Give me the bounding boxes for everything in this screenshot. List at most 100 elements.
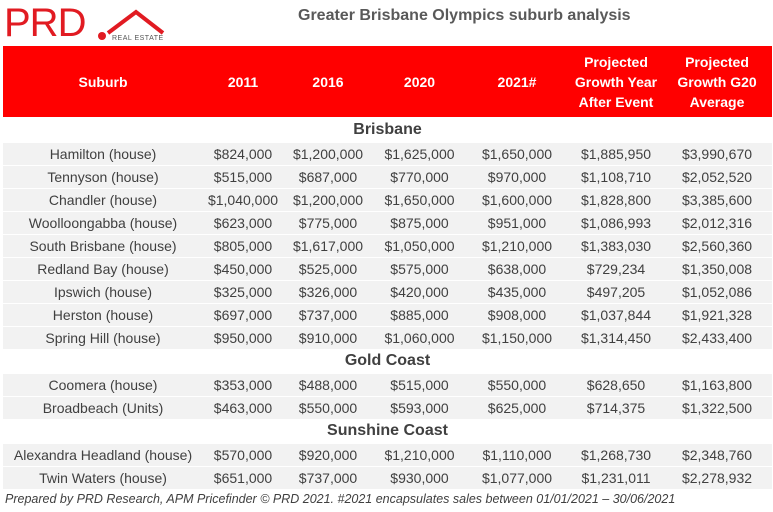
cell-2011: $824,000 [213, 146, 273, 162]
logo-dot [98, 32, 106, 40]
column-header-suburb: Suburb [78, 73, 128, 90]
table-row: Redland Bay (house) $450,000 $525,000 $575,… [3, 257, 772, 280]
cell-2016: $1,617,000 [292, 238, 364, 254]
cell-suburb: Twin Waters (house) [39, 470, 167, 486]
cell-2020: $1,625,000 [384, 146, 455, 162]
cell-2020: $1,060,000 [384, 330, 455, 346]
cell-suburb: Spring Hill (house) [45, 330, 161, 346]
cell-2021: $970,000 [487, 169, 547, 185]
cell-2016: $550,000 [298, 400, 358, 416]
cell-2011: $651,000 [213, 470, 273, 486]
cell-suburb: Chandler (house) [48, 192, 158, 208]
table-header: Suburb 2011 2016 2020 2021# Projected Gr… [3, 46, 772, 117]
cell-2016: $775,000 [298, 215, 358, 231]
cell-suburb: Broadbeach (Units) [42, 400, 164, 416]
cell-suburb: Woolloongabba (house) [28, 215, 178, 231]
cell-2011: $623,000 [213, 215, 273, 231]
cell-growth-after-event: $1,383,030 [580, 238, 652, 254]
logo-subtext: REAL ESTATE [112, 35, 164, 42]
column-header-2011: 2011 [227, 73, 259, 90]
cell-growth-g20: $3,990,670 [681, 146, 753, 162]
cell-2020: $420,000 [390, 284, 449, 300]
page-header: PRD REAL ESTATE Greater Brisbane Olympic… [0, 0, 773, 46]
column-header-2016: 2016 [312, 73, 344, 90]
cell-2011: $697,000 [213, 307, 273, 323]
cell-2021: $1,650,000 [481, 146, 553, 162]
table-row: Chandler (house) $1,040,000 $1,200,000 $1,6… [3, 188, 772, 211]
table-row: Tennyson (house) $515,000 $687,000 $770,000… [3, 165, 772, 188]
cell-2011: $1,040,000 [207, 192, 279, 208]
cell-2016: $687,000 [298, 169, 358, 185]
column-header-2020: 2020 [403, 73, 436, 90]
table-row: Spring Hill (house) $950,000 $910,000 $1,06… [3, 326, 772, 349]
cell-growth-g20: $1,163,800 [681, 377, 753, 393]
cell-2021: $1,110,000 [482, 447, 552, 463]
table-row: South Brisbane (house) $805,000 $1,617,000… [3, 234, 772, 257]
footer-note: Prepared by PRD Research, APM Pricefinde… [5, 492, 676, 506]
cell-growth-g20: $3,385,600 [681, 192, 753, 208]
column-header-2021: 2021# [497, 73, 537, 90]
cell-2011: $450,000 [213, 261, 273, 277]
logo-text: PRD [4, 1, 86, 45]
cell-2011: $950,000 [213, 330, 273, 346]
cell-2016: $910,000 [298, 330, 358, 346]
cell-2020: $593,000 [390, 400, 449, 416]
cell-growth-after-event: $1,885,950 [580, 146, 652, 162]
cell-growth-after-event: $1,108,710 [580, 169, 652, 185]
cell-growth-g20: $1,052,086 [681, 284, 753, 300]
cell-growth-g20: $1,921,328 [681, 307, 753, 323]
cell-2011: $515,000 [213, 169, 273, 185]
cell-suburb: Ipswich (house) [53, 284, 153, 300]
table-row: Hamilton (house) $824,000 $1,200,000 $1,625… [3, 142, 772, 165]
cell-2016: $1,200,000 [292, 192, 364, 208]
section-heading: Brisbane [353, 121, 422, 138]
table-row: Twin Waters (house) $651,000 $737,000 $930,… [3, 466, 772, 489]
cell-2021: $625,000 [487, 400, 547, 416]
cell-2021: $1,077,000 [481, 470, 553, 486]
cell-2011: $325,000 [213, 284, 273, 300]
cell-2021: $638,000 [487, 261, 547, 277]
cell-2011: $805,000 [213, 238, 273, 254]
cell-growth-g20: $2,012,316 [681, 215, 753, 231]
cell-2021: $1,150,000 [481, 330, 553, 346]
cell-2016: $737,000 [298, 307, 358, 323]
table-row: Ipswich (house) $325,000 $326,000 $420,000 $… [3, 280, 772, 303]
cell-growth-g20: $2,560,360 [681, 238, 753, 254]
cell-growth-g20: $2,052,520 [681, 169, 753, 185]
cell-growth-g20: $1,350,008 [681, 261, 753, 277]
page-title: Greater Brisbane Olympics suburb analysi… [298, 7, 631, 24]
cell-suburb: South Brisbane (house) [29, 238, 177, 254]
cell-2020: $575,000 [390, 261, 449, 277]
house-roof-icon [106, 9, 165, 35]
cell-growth-after-event: $1,314,450 [580, 330, 652, 346]
cell-2020: $875,000 [390, 215, 449, 231]
column-header-growth-g20: Projected Growth G20 Average [677, 53, 757, 110]
prd-logo: PRD REAL ESTATE [4, 3, 174, 45]
cell-2016: $525,000 [298, 261, 358, 277]
cell-suburb: Tennyson (house) [47, 169, 159, 185]
cell-growth-after-event: $1,828,800 [580, 192, 652, 208]
cell-2011: $570,000 [213, 447, 273, 463]
cell-2021: $951,000 [487, 215, 547, 231]
cell-2016: $920,000 [298, 447, 358, 463]
table-row: Alexandra Headland (house) $570,000 $920,0… [3, 443, 772, 466]
cell-2021: $550,000 [487, 377, 547, 393]
cell-suburb: Alexandra Headland (house) [13, 447, 193, 463]
cell-2021: $1,600,000 [481, 192, 553, 208]
cell-2016: $488,000 [298, 377, 358, 393]
cell-2020: $930,000 [390, 470, 449, 486]
cell-growth-after-event: $1,037,844 [580, 307, 652, 323]
cell-growth-g20: $2,348,760 [681, 447, 753, 463]
cell-2020: $1,050,000 [384, 238, 455, 254]
cell-growth-after-event: $729,234 [586, 261, 646, 277]
cell-2016: $737,000 [298, 470, 358, 486]
cell-2021: $435,000 [487, 284, 547, 300]
cell-2020: $885,000 [390, 307, 449, 323]
cell-2020: $515,000 [390, 377, 449, 393]
cell-2016: $326,000 [298, 284, 358, 300]
cell-suburb: Herston (house) [52, 307, 154, 323]
cell-growth-after-event: $714,375 [586, 400, 646, 416]
cell-2021: $908,000 [487, 307, 547, 323]
cell-2011: $353,000 [213, 377, 273, 393]
table-row: Woolloongabba (house) $623,000 $775,000 $87… [3, 211, 772, 234]
